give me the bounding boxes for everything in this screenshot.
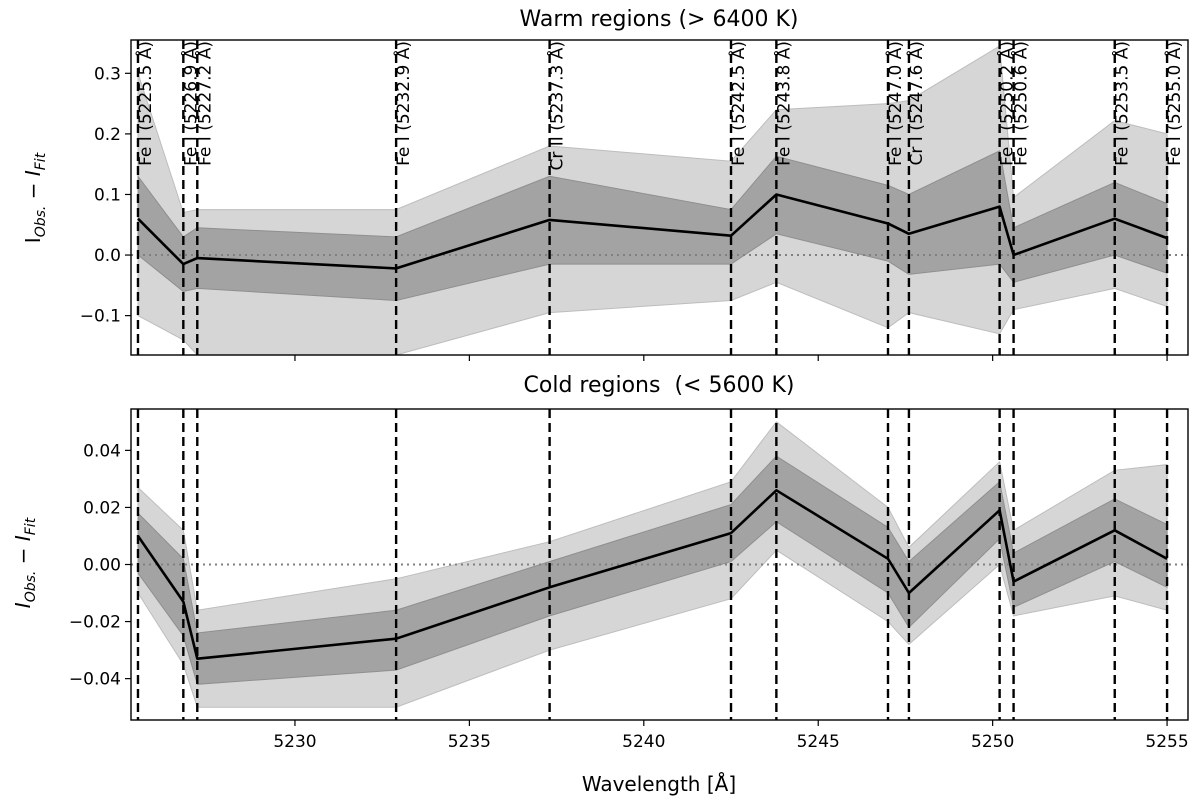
- warm-ylabel: IObs. − IFit: [21, 152, 49, 243]
- spectral-line-label: Fe I (5227.2 Å): [193, 41, 215, 166]
- warm-ytick-label: −0.1: [80, 307, 121, 327]
- warm-ylabel-sub-obs: Obs.: [33, 206, 49, 238]
- warm-inner-band: [137, 150, 1168, 302]
- warm-ylabel-i-obs: I: [21, 237, 45, 243]
- spectral-line-label: Fe I (5250.2 Å): [996, 41, 1018, 166]
- x-axis-label: Wavelength [Å]: [582, 772, 736, 796]
- svg-text:IObs. − IFit: IObs. − IFit: [11, 517, 39, 608]
- cold-ytick-label: −0.02: [69, 613, 121, 633]
- cold-ylabel-i-fit: I: [11, 535, 35, 541]
- warm-ytick-label: 0.3: [94, 64, 121, 84]
- cold-ytick-label: 0.02: [83, 498, 121, 518]
- warm-panel-title: Warm regions (> 6400 K): [520, 7, 799, 32]
- spectral-line-label: Fe I (5232.9 Å): [392, 41, 414, 166]
- spectral-line-label: Fe I (5247.0 Å): [884, 41, 906, 166]
- cold-xtick-label: 5250: [971, 732, 1014, 752]
- warm-ylabel-minus: −: [21, 176, 45, 205]
- cold-regions-panel: Cold regions (< 5600 K) IObs. − IFit Wav…: [11, 373, 1189, 796]
- cold-ylabel-i-obs: I: [11, 602, 35, 608]
- spectral-line-label: Fe I (5225.5 Å): [134, 41, 156, 166]
- cold-ytick-label: 0.04: [83, 441, 121, 461]
- spectral-line-label: Fe I (5243.8 Å): [772, 41, 794, 166]
- cold-ylabel-sub-fit: Fit: [23, 517, 39, 535]
- cold-xtick-label: 5230: [273, 732, 316, 752]
- warm-ylabel-i-fit: I: [21, 170, 45, 176]
- warm-axes-frame: [130, 39, 1189, 356]
- warm-ytick-label: 0.1: [94, 185, 121, 205]
- spectral-line-label: Cr II (5237.3 Å): [546, 41, 568, 170]
- warm-plot-area: [131, 40, 1188, 355]
- cold-xtick-label: 5235: [448, 732, 491, 752]
- cold-ytick-label: 0.00: [83, 556, 121, 576]
- warm-ylabel-sub-fit: Fit: [33, 152, 49, 170]
- spectral-line-label: Fe I (5226.9 Å): [179, 41, 201, 166]
- cold-xtick-label: 5255: [1145, 732, 1188, 752]
- cold-ylabel: IObs. − IFit: [11, 517, 39, 608]
- warm-ytick-label: 0.0: [94, 246, 121, 266]
- spectral-line-label: Fe I (5253.5 Å): [1111, 41, 1133, 166]
- spectral-line-label: Fe I (5242.5 Å): [727, 41, 749, 166]
- spectral-line-label: Fe I (5250.6 Å): [1010, 41, 1032, 166]
- spectral-line-label: Cr I (5247.6 Å): [905, 41, 927, 165]
- spectral-line-label: Fe I (5255.0 Å): [1163, 41, 1185, 166]
- svg-text:IObs. − IFit: IObs. − IFit: [21, 152, 49, 243]
- cold-xtick-label: 5245: [797, 732, 840, 752]
- cold-ytick-label: −0.04: [69, 670, 121, 690]
- warm-ytick-label: 0.2: [94, 125, 121, 145]
- cold-xtick-label: 5240: [622, 732, 665, 752]
- warm-regions-panel: Warm regions (> 6400 K) IObs. − IFit Fe …: [21, 7, 1189, 361]
- cold-panel-title: Cold regions (< 5600 K): [524, 373, 795, 398]
- cold-ylabel-minus: −: [11, 541, 35, 570]
- cold-ylabel-sub-obs: Obs.: [23, 571, 39, 603]
- cold-plot-area: [131, 409, 1188, 720]
